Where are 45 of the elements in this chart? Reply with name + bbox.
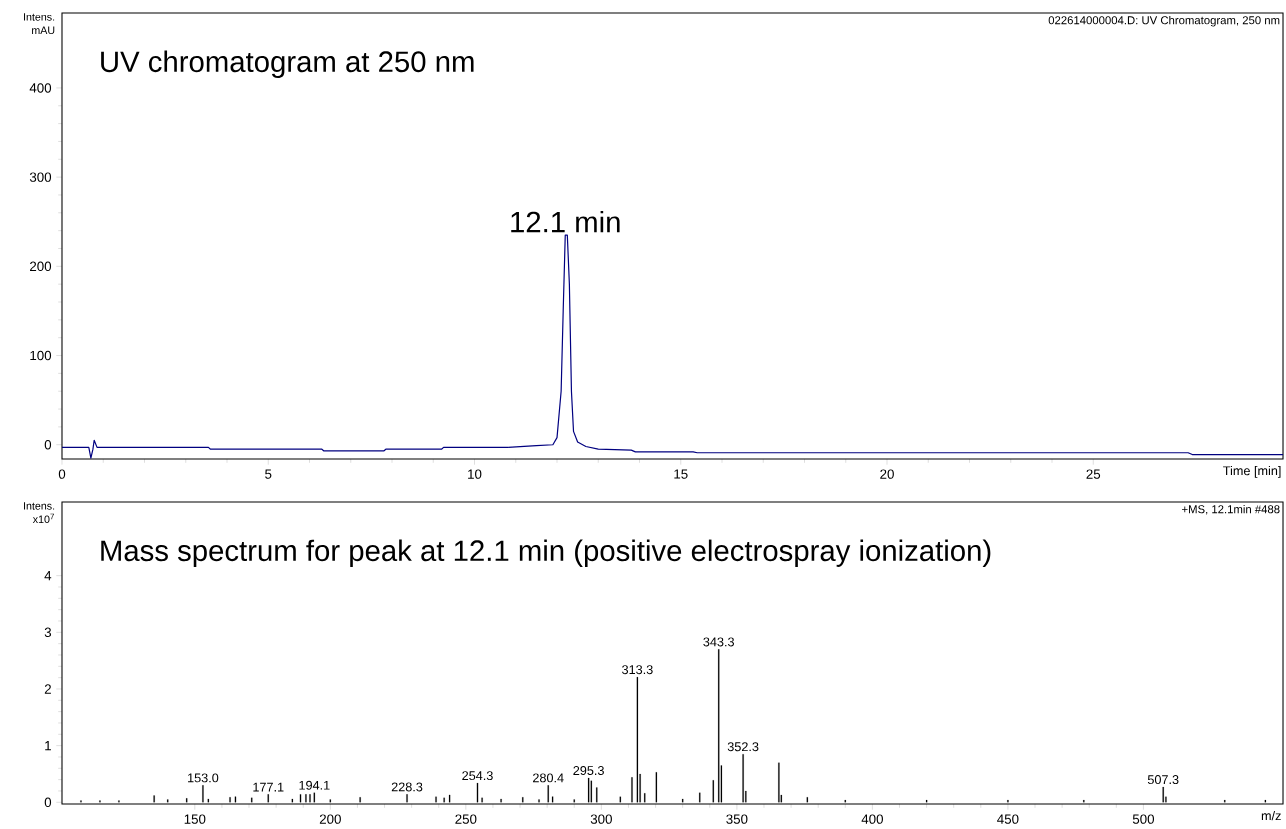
x-tick-label: 20 xyxy=(880,469,894,479)
x-tick-label: 350 xyxy=(726,814,748,824)
x-tick-label: 15 xyxy=(674,469,688,479)
annotation: 352.3 xyxy=(727,742,759,752)
annotation: 12.1 min xyxy=(511,210,620,233)
x-tick-label: 0 xyxy=(58,469,66,479)
annotation: 153.0 xyxy=(188,773,219,783)
y-tick-label: 2 xyxy=(44,684,51,694)
annotation: 194.1 xyxy=(299,780,330,790)
x-tick-label: 200 xyxy=(319,814,341,824)
x-tick-label: 300 xyxy=(590,814,612,824)
x-axis-title: m/z xyxy=(1261,810,1281,821)
annotation: 295.3 xyxy=(573,766,604,775)
x-tick-label: 10 xyxy=(468,469,482,479)
y-tick-label: 3 xyxy=(44,627,52,638)
x-axis-title: Time [min] xyxy=(1223,465,1281,478)
annotation: 022614000004.D: UV Chromatogram, 250 nm xyxy=(1048,15,1280,27)
y-tick-label: 0 xyxy=(44,797,52,808)
y-tick-label: 4 xyxy=(44,571,52,581)
y-tick-label: 100 xyxy=(30,350,52,361)
x-tick-label: 500 xyxy=(1132,814,1155,824)
annotation: 313.3 xyxy=(622,665,653,675)
annotation: 280.4 xyxy=(533,773,564,783)
x-tick-label: 400 xyxy=(861,814,883,824)
x-tick-label: 450 xyxy=(997,814,1019,824)
annotation: 177.1 xyxy=(253,782,284,792)
x-tick-label: 5 xyxy=(265,469,272,479)
x-tick-label: 150 xyxy=(184,814,206,824)
x-tick-label: 25 xyxy=(1086,469,1101,479)
annotation: 228.3 xyxy=(391,782,423,792)
annotation: 507.3 xyxy=(1147,775,1179,785)
y-tick-label: 400 xyxy=(29,83,52,93)
annotation: 254.3 xyxy=(462,771,493,781)
annotation: 343.3 xyxy=(703,637,734,647)
y-tick-label: 1 xyxy=(45,741,51,751)
y-tick-label: 200 xyxy=(30,261,52,272)
text: UV chromatogram at 250 nm xyxy=(101,50,474,78)
text: Mass spectrum for peak at 12.1 min (positive electrospray ionization) xyxy=(101,539,991,567)
x-tick-label: 250 xyxy=(455,814,477,824)
line-series xyxy=(61,234,1284,459)
y-tick-label: 0 xyxy=(44,440,52,450)
annotation: +MS, 12.1min #488 xyxy=(1182,504,1280,515)
y-axis-title: Intens. mAU xyxy=(24,13,55,35)
y-axis-title: Intens. x10$^{7}$ xyxy=(24,502,55,524)
y-tick-label: 300 xyxy=(29,172,52,182)
